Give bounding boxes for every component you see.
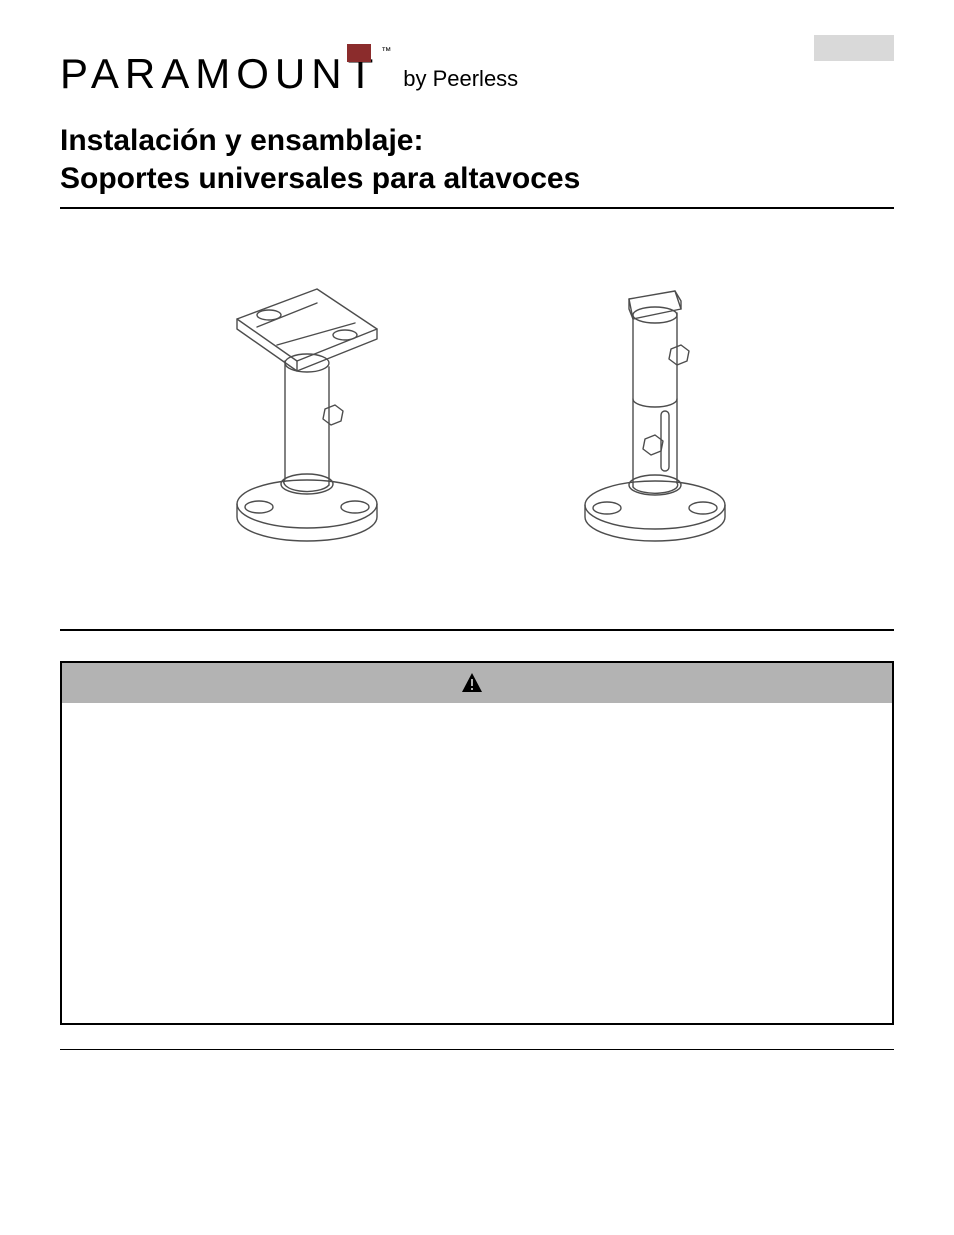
- title-rule: [60, 207, 894, 209]
- title-line-2: Soportes universales para altavoces: [60, 160, 894, 198]
- figure-mount-right: [537, 279, 757, 559]
- warning-box: [60, 661, 894, 1025]
- warning-body: [62, 703, 892, 1023]
- figures-row: [60, 279, 894, 559]
- brand-text: PARAMOUNT: [60, 50, 379, 98]
- warning-icon: [460, 671, 484, 695]
- warning-header: [62, 663, 892, 703]
- brand-row: PARAMOUNT ™ by Peerless: [60, 50, 894, 98]
- trademark-symbol: ™: [381, 46, 391, 57]
- language-tab: [814, 35, 894, 61]
- brand-accent-square: [347, 44, 371, 62]
- title-line-1: Instalación y ensamblaje:: [60, 122, 894, 160]
- bottom-rule: [60, 1049, 894, 1050]
- page: PARAMOUNT ™ by Peerless Instalación y en…: [0, 0, 954, 1235]
- figure-mount-left: [197, 279, 417, 559]
- brand-byline: by Peerless: [403, 66, 518, 92]
- brand-logo: PARAMOUNT ™: [60, 50, 393, 98]
- title-block: Instalación y ensamblaje: Soportes unive…: [60, 122, 894, 209]
- mid-rule: [60, 629, 894, 631]
